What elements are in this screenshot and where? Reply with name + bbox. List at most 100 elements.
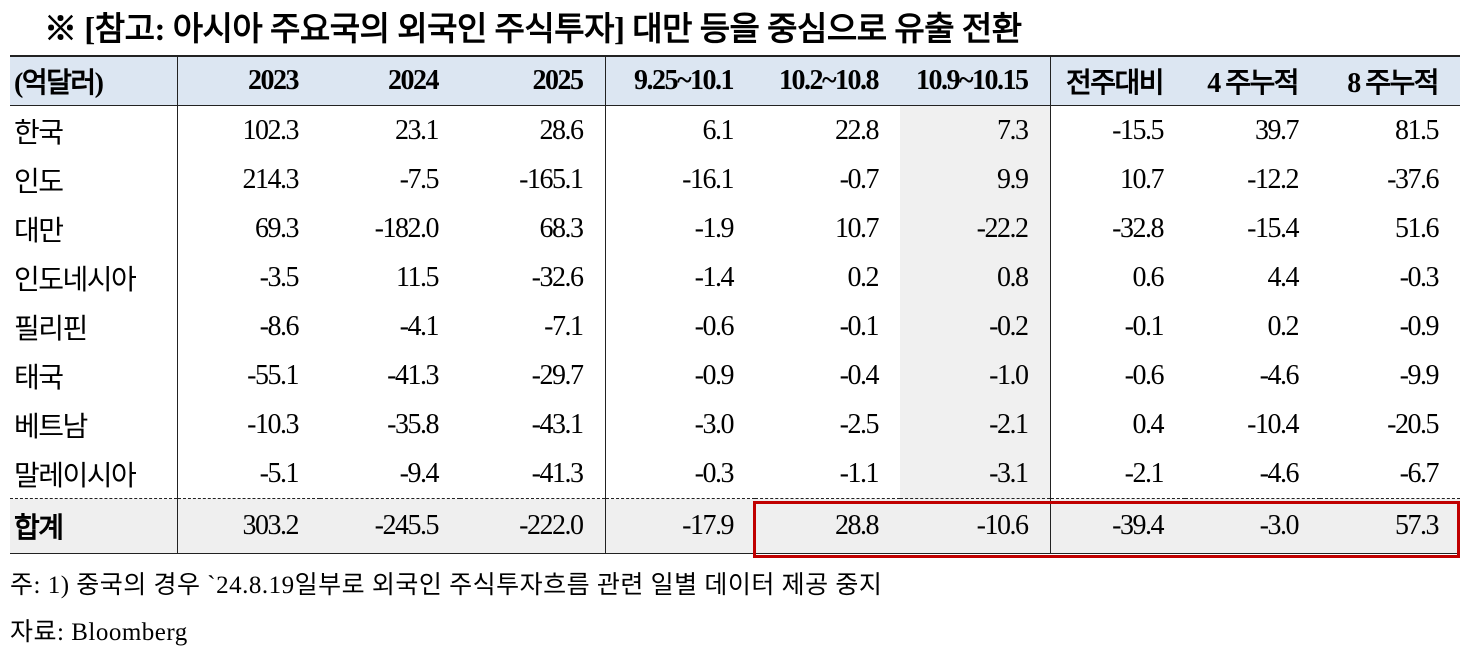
column-header: 전주대비 — [1049, 55, 1185, 106]
cell: 0.6 — [1049, 253, 1185, 302]
cell: -35.8 — [387, 408, 439, 440]
row-label: 말레이시아 — [14, 460, 137, 492]
cell: -1.1 — [839, 457, 880, 489]
cell: 0.2 — [1267, 310, 1300, 342]
cell: 214.3 — [176, 155, 320, 204]
cell: 4.4 — [1267, 261, 1300, 293]
cell: -4.6 — [1259, 457, 1300, 489]
cell: -9.9 — [1399, 359, 1440, 391]
cell: -10.4 — [1247, 408, 1299, 440]
source: 자료: Bloomberg — [10, 619, 188, 646]
cell: -41.3 — [387, 359, 439, 391]
cell: -9.4 — [399, 457, 440, 489]
cell: -0.2 — [900, 302, 1050, 351]
title: ※ [참고: 아시아 주요국의 외국인 주식투자] 대만 등을 중심으로 유출 … — [44, 12, 1022, 48]
table-row: 인도 214.3 -7.5 -165.1 -16.1 -0.7 9.9 10.7 -12.2 -3… — [10, 155, 1460, 204]
cell: -6.7 — [1399, 457, 1440, 489]
column-header: 4 주누적 — [1185, 55, 1320, 106]
cell: -1.0 — [900, 351, 1050, 400]
cell: -1.9 — [604, 204, 755, 253]
table-row: 대만 69.3 -182.0 68.3 -1.9 10.7 -22.2 -32.8 -15.4 5… — [10, 204, 1460, 253]
cell: -245.5 — [320, 498, 460, 554]
cell: 68.3 — [539, 212, 585, 244]
row-label: 필리핀 — [14, 313, 88, 345]
row-label: 한국 — [14, 117, 64, 149]
column-header: 8 주누적 — [1320, 55, 1460, 106]
cell: -3.0 — [604, 400, 755, 449]
cell: -37.6 — [1387, 163, 1439, 195]
cell: -32.6 — [531, 261, 584, 293]
total-row: 합계 303.2 -245.5 -222.0 -17.9 28.8 -10.6 -39.4 -3… — [10, 498, 1460, 554]
table-row: 필리핀 -8.6 -4.1 -7.1 -0.6 -0.1 -0.2 -0.1 0.2 -0.9 — [10, 302, 1460, 351]
cell: -16.1 — [604, 155, 755, 204]
table-row: 태국 -55.1 -41.3 -29.7 -0.9 -0.4 -1.0 -0.6 -4.6 -9.… — [10, 351, 1460, 400]
footnote: 주: 1) 중국의 경우 `24.8.19일부로 외국인 주식투자흐름 관련 일… — [10, 572, 883, 599]
cell: -7.1 — [544, 310, 584, 342]
cell: 28.6 — [539, 114, 585, 146]
cell: -1.4 — [604, 253, 755, 302]
cell: 39.7 — [1255, 114, 1300, 146]
cell: 10.7 — [835, 212, 880, 244]
cell: -4.1 — [399, 310, 440, 342]
cell: -0.3 — [1399, 261, 1440, 293]
column-header: 10.9~10.15 — [900, 55, 1050, 106]
cell: -20.5 — [1387, 408, 1439, 440]
column-header: 2025 — [460, 55, 605, 106]
cell: -0.4 — [839, 359, 880, 391]
row-label: 합계 — [10, 498, 177, 554]
column-header: (억달러) — [10, 55, 177, 106]
row-label: 인도네시아 — [14, 264, 137, 296]
cell: 28.8 — [755, 498, 900, 554]
cell: 57.3 — [1320, 498, 1460, 554]
column-header: 9.25~10.1 — [604, 55, 755, 106]
cell: 102.3 — [176, 105, 320, 155]
column-header: 10.2~10.8 — [755, 55, 900, 106]
cell: 23.1 — [395, 114, 440, 146]
cell: -17.9 — [604, 498, 755, 554]
cell: -10.3 — [176, 400, 320, 449]
cell: -0.3 — [604, 449, 755, 499]
cell: 51.6 — [1395, 212, 1440, 244]
cell: -0.1 — [839, 310, 880, 342]
cell: -182.0 — [374, 212, 440, 244]
cell: -8.6 — [176, 302, 320, 351]
cell: -15.5 — [1049, 105, 1185, 155]
cell: 22.8 — [835, 114, 880, 146]
cell: -0.6 — [1049, 351, 1185, 400]
table-body: 한국 102.3 23.1 28.6 6.1 22.8 7.3 -15.5 39.7 81.5 인도… — [10, 105, 1460, 554]
cell: -2.1 — [900, 400, 1050, 449]
row-label: 인도 — [14, 166, 64, 198]
column-header: 2023 — [176, 55, 320, 106]
cell: 0.4 — [1049, 400, 1185, 449]
row-label: 태국 — [14, 362, 64, 394]
cell: -0.6 — [604, 302, 755, 351]
cell: -10.6 — [900, 498, 1050, 554]
row-label: 대만 — [14, 215, 64, 247]
highlight-box — [753, 501, 1460, 558]
cell: -0.9 — [1399, 310, 1440, 342]
cell: -15.4 — [1247, 212, 1299, 244]
table-row: 베트남 -10.3 -35.8 -43.1 -3.0 -2.5 -2.1 0.4 -10.4 -2… — [10, 400, 1460, 449]
cell: -55.1 — [176, 351, 320, 400]
cell: -3.5 — [176, 253, 320, 302]
cell: -0.7 — [839, 163, 880, 195]
cell: -5.1 — [176, 449, 320, 499]
cell: -0.1 — [1049, 302, 1185, 351]
cell: 9.9 — [900, 155, 1050, 204]
cell: 303.2 — [176, 498, 320, 554]
table-row: 인도네시아 -3.5 11.5 -32.6 -1.4 0.2 0.8 0.6 4.4 -0.3 — [10, 253, 1460, 302]
cell: -3.1 — [900, 449, 1050, 499]
cell: -222.0 — [460, 498, 605, 554]
cell: -22.2 — [900, 204, 1050, 253]
cell: -2.5 — [839, 408, 880, 440]
cell: 6.1 — [604, 105, 755, 155]
column-header: 2024 — [320, 55, 460, 106]
cell: -41.3 — [531, 457, 584, 489]
cell: 11.5 — [396, 261, 439, 293]
cell: -0.9 — [604, 351, 755, 400]
cell: -3.0 — [1185, 498, 1320, 554]
cell: -2.1 — [1049, 449, 1185, 499]
cell: 69.3 — [176, 204, 320, 253]
cell: 0.2 — [847, 261, 880, 293]
table-row: 한국 102.3 23.1 28.6 6.1 22.8 7.3 -15.5 39.7 81.5 — [10, 105, 1460, 155]
